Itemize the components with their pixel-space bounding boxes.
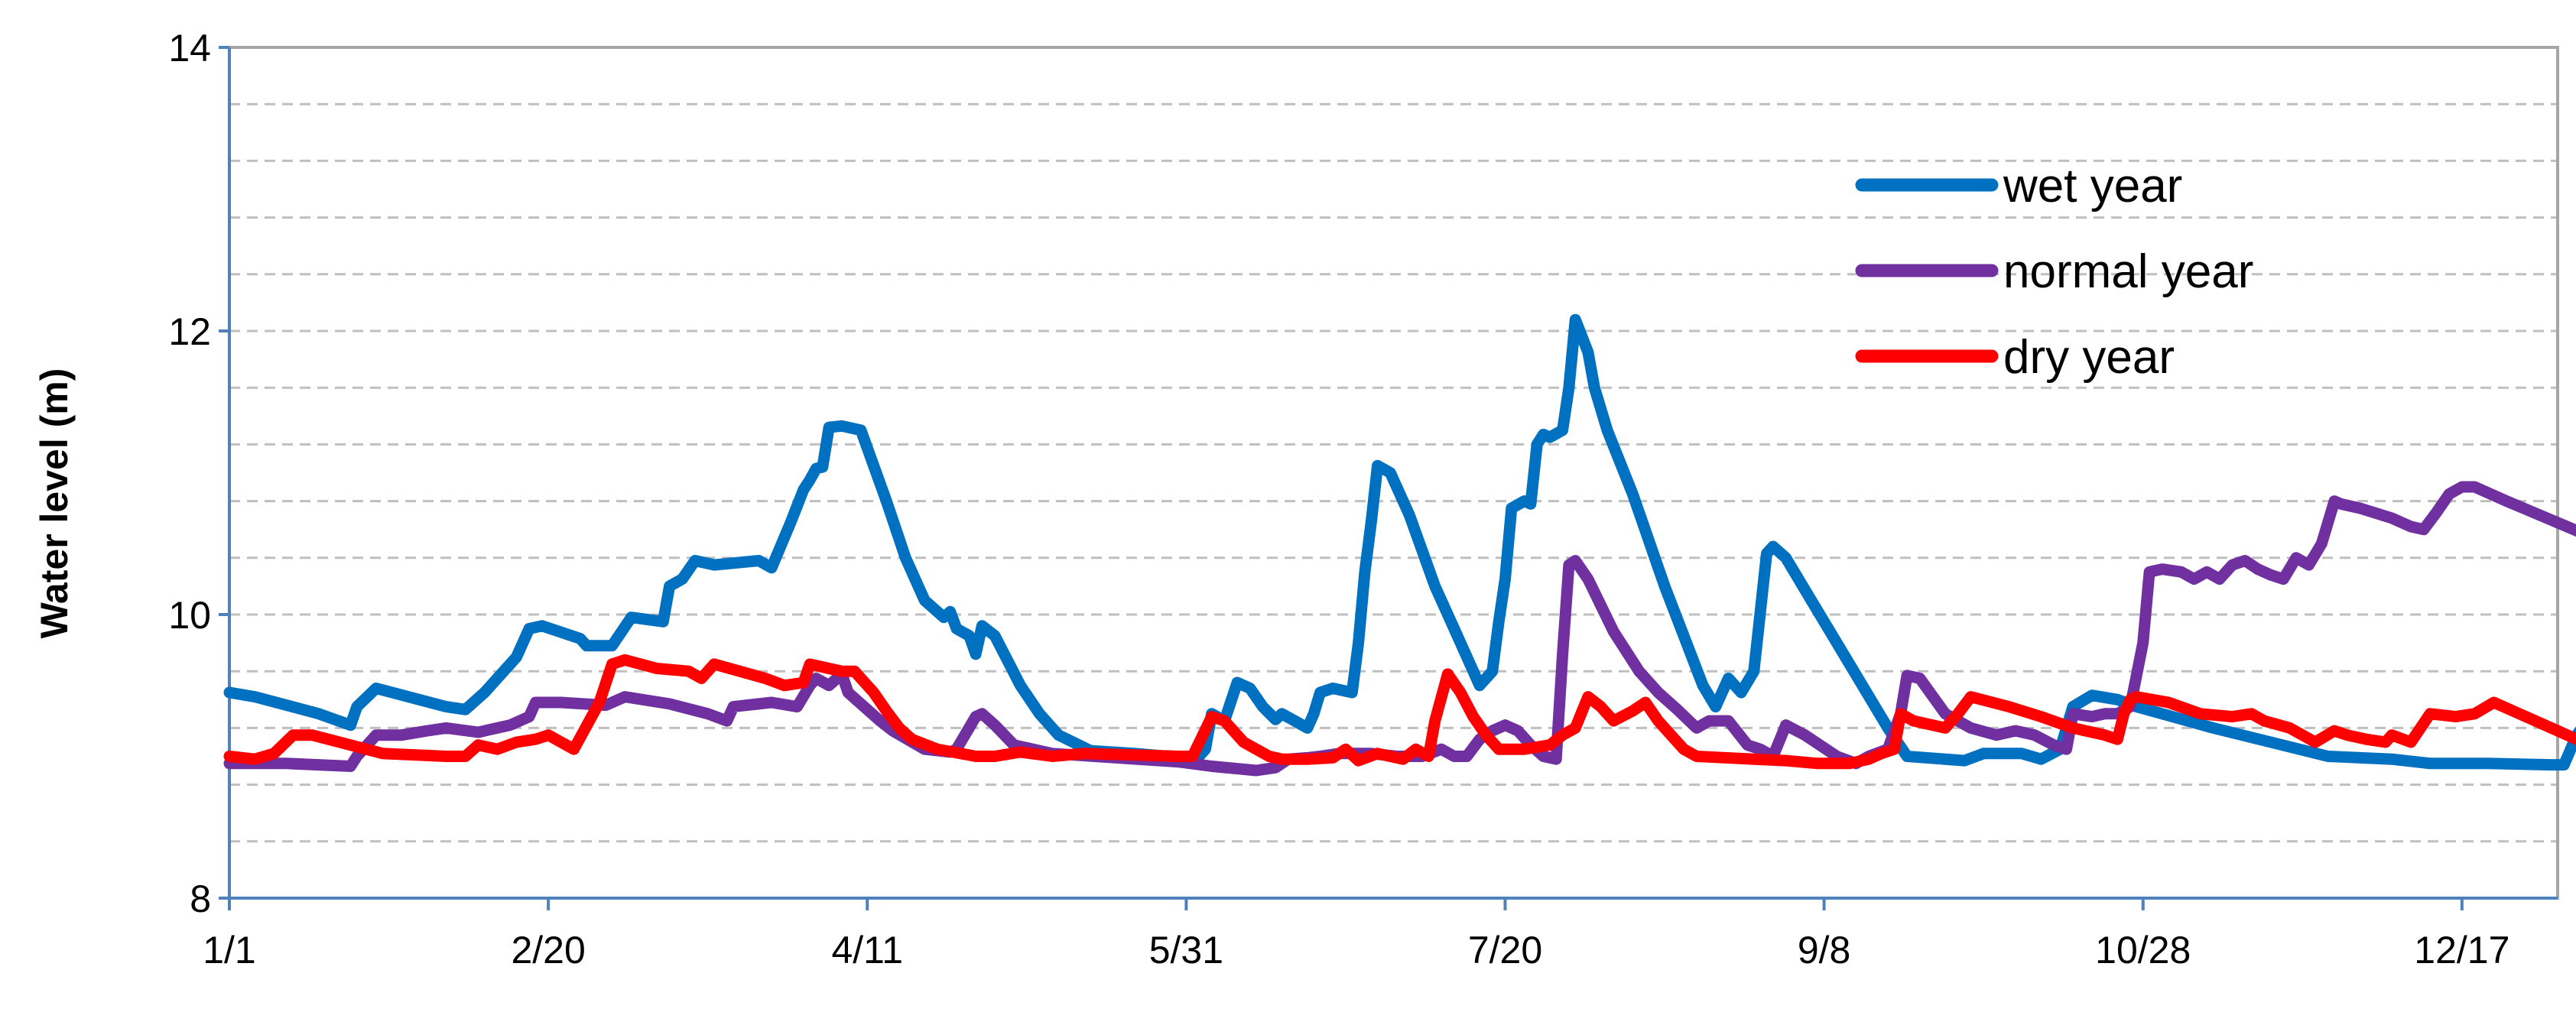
series-line-normal-year — [223, 481, 2576, 777]
y-tick-label: 10 — [168, 594, 211, 637]
y-tick-label: 12 — [168, 310, 211, 353]
series-lines — [223, 313, 2576, 777]
y-tick-label: 8 — [190, 877, 211, 920]
x-tick-label: 1/1 — [203, 929, 256, 971]
x-tick-label: 2/20 — [511, 929, 585, 971]
x-tick-label: 12/17 — [2414, 929, 2509, 971]
x-tick-label: 9/8 — [1798, 929, 1851, 971]
legend-label: normal year — [2003, 245, 2253, 298]
x-tick-label: 7/20 — [1468, 929, 1542, 971]
legend: wet year normal year dry year — [1855, 160, 2253, 384]
series-line-wet-year — [223, 313, 2576, 771]
y-axis-title: Water level (m) — [33, 368, 76, 639]
x-tick-label: 4/11 — [831, 929, 903, 971]
x-tick-label: 10/28 — [2095, 929, 2191, 971]
legend-label: dry year — [2003, 331, 2175, 384]
series-line-dry-year — [223, 654, 2576, 770]
y-tick-label: 14 — [168, 27, 211, 70]
tick-labels: 8 10 12 14 1/1 2/20 4/11 5/31 7/20 9/8 10/28 12/17 — [168, 27, 2509, 971]
gridlines — [229, 102, 2558, 843]
legend-label: wet year — [2003, 160, 2182, 212]
x-tick-label: 5/31 — [1149, 929, 1223, 971]
